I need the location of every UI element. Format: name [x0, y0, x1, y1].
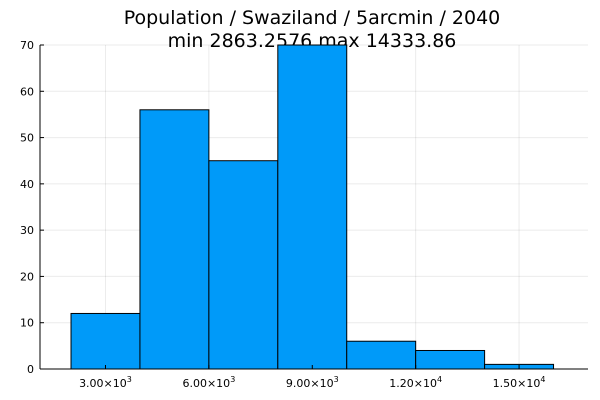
histogram-bar [346, 340, 417, 370]
y-tick-label: 10 [20, 317, 34, 330]
y-tick-label: 60 [20, 85, 34, 98]
x-tick-label: 1.50×104 [493, 375, 546, 390]
x-tick-label: 9.00×103 [286, 375, 339, 390]
y-tick-label: 30 [20, 224, 34, 237]
x-tick-label: 6.00×103 [182, 375, 235, 390]
histogram-bar [277, 44, 348, 370]
histogram-bar [139, 109, 210, 370]
histogram-bar [415, 349, 486, 370]
chart-title: Population / Swaziland / 5arcmin / 2040 [124, 7, 501, 29]
y-tick-label: 20 [20, 270, 34, 283]
y-tick-label: 40 [20, 178, 34, 191]
y-tick-label: 0 [27, 363, 34, 376]
histogram-bar [208, 160, 279, 370]
histogram-bar [70, 312, 141, 370]
x-tick-label: 3.00×103 [79, 375, 132, 390]
x-tick-label: 1.20×104 [389, 375, 442, 390]
y-tick-label: 50 [20, 132, 34, 145]
ticks-layer: 0 10 20 30 40 50 60 70 3.00×103 6.00×103 9.00×103 1… [20, 39, 545, 390]
axes-layer [39, 45, 588, 370]
y-tick-label: 70 [20, 39, 34, 52]
bars-layer [70, 44, 555, 370]
chart-subtitle: min 2863.2576 max 14333.86 [168, 30, 457, 52]
